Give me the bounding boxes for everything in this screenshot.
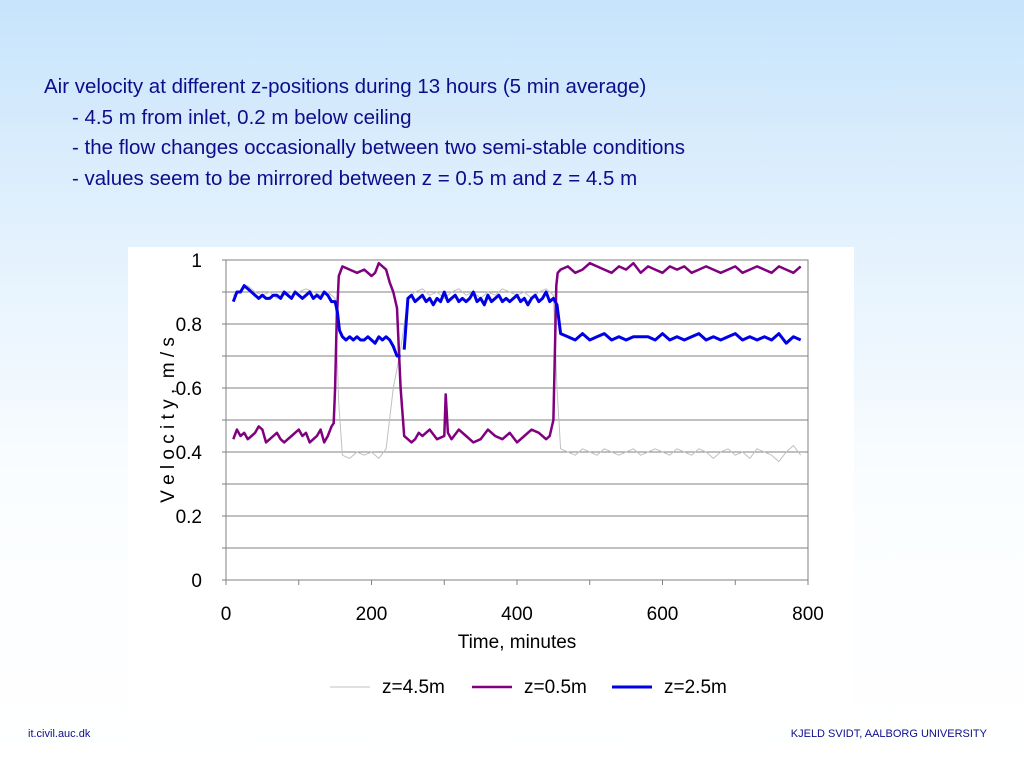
x-axis-title: Time, minutes [458, 632, 577, 653]
y-tick-label: 0.8 [176, 315, 202, 336]
x-tick-label: 600 [647, 604, 679, 625]
series-line-z-2-5m-segment-1 [231, 284, 401, 358]
x-tick-label: 0 [221, 604, 232, 625]
slide-title: Air velocity at different z-positions du… [44, 75, 647, 98]
bullet-flow: - the flow changes occasionally between … [72, 136, 686, 159]
series-lines [231, 261, 802, 463]
y-tick-label: 1 [191, 251, 202, 272]
legend-label: z=2.5m [664, 677, 727, 698]
velocity-chart: 0 200 400 600 800 0 0.2 0.4 0.6 0.8 1 Time, minut… [158, 251, 824, 698]
legend: z=4.5m z=0.5m z=2.5m [330, 677, 727, 698]
bullet-mirror: - values seem to be mirrored between z =… [72, 166, 638, 190]
slide-text-block: Air velocity at different z-positions du… [44, 72, 685, 194]
x-axis-ticks: 0 200 400 600 800 [221, 580, 824, 625]
series-line-z-2-5m-segment-2 [402, 290, 802, 350]
bullet-distance: - 4.5 m from inlet, 0.2 m below ceiling [72, 105, 412, 129]
x-tick-label: 400 [501, 604, 533, 625]
x-tick-label: 800 [792, 604, 824, 625]
series-line-z-0-5m [232, 261, 802, 444]
y-tick-label: 0.2 [176, 507, 202, 528]
y-axis-title: V e l o c i t y , m / s [158, 337, 179, 503]
y-axis-ticks: 0 0.2 0.4 0.6 0.8 1 [176, 251, 226, 592]
y-tick-label: 0 [191, 571, 202, 592]
y-tick-label: 0.4 [176, 443, 203, 464]
x-tick-label: 200 [356, 604, 388, 625]
footer-author: KJELD SVIDT, AALBORG UNIVERSITY [790, 728, 987, 740]
grid-lines [226, 259, 808, 581]
legend-label: z=0.5m [524, 677, 587, 698]
chart-panel: 0 200 400 600 800 0 0.2 0.4 0.6 0.8 1 Time, minut… [128, 247, 854, 720]
legend-label: z=4.5m [382, 677, 445, 698]
y-tick-label: 0.6 [176, 379, 202, 400]
footer-website: it.civil.auc.dk [28, 728, 91, 740]
